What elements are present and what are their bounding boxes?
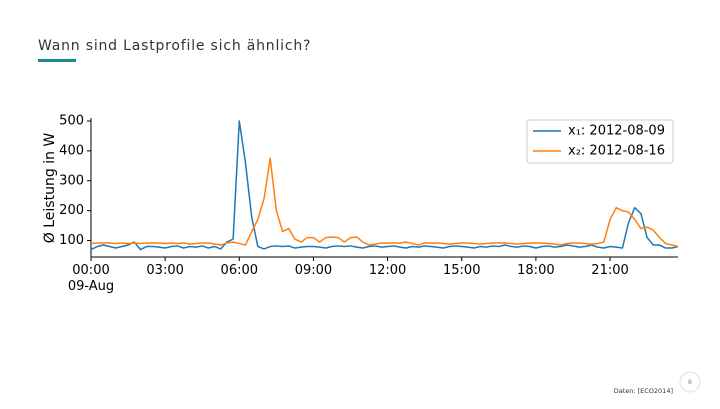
y-tick-label: 300	[59, 173, 84, 188]
y-tick-label: 100	[59, 233, 84, 248]
source-note: Daten: [ECO2014]	[614, 387, 673, 395]
page-number: 8	[688, 378, 692, 386]
x-tick-label: 00:00 09-Aug	[68, 263, 114, 294]
title-underline	[38, 59, 76, 62]
y-tick-label: 400	[59, 143, 84, 158]
x-tick-label: 21:00	[591, 263, 628, 278]
y-tick-label: 500	[59, 113, 84, 128]
legend-box	[526, 119, 674, 164]
x-tick-label: 18:00	[517, 263, 554, 278]
page-circle	[679, 371, 701, 393]
y-axis-label: Ø Leistung in W	[42, 133, 58, 244]
x-tick-label: 03:00	[146, 263, 183, 278]
legend-label: x₂: 2012-08-16	[568, 144, 665, 159]
y-tick-label: 200	[59, 203, 84, 218]
series-line	[90, 157, 679, 248]
legend-label: x₁: 2012-08-09	[568, 124, 665, 139]
x-tick-label: 12:00	[369, 263, 406, 278]
x-tick-label: 09:00	[295, 263, 332, 278]
slide-title: Wann sind Lastprofile sich ähnlich?	[38, 38, 311, 54]
series-line	[90, 120, 679, 251]
x-tick-label: 15:00	[443, 263, 480, 278]
x-tick-label: 06:00	[221, 263, 258, 278]
